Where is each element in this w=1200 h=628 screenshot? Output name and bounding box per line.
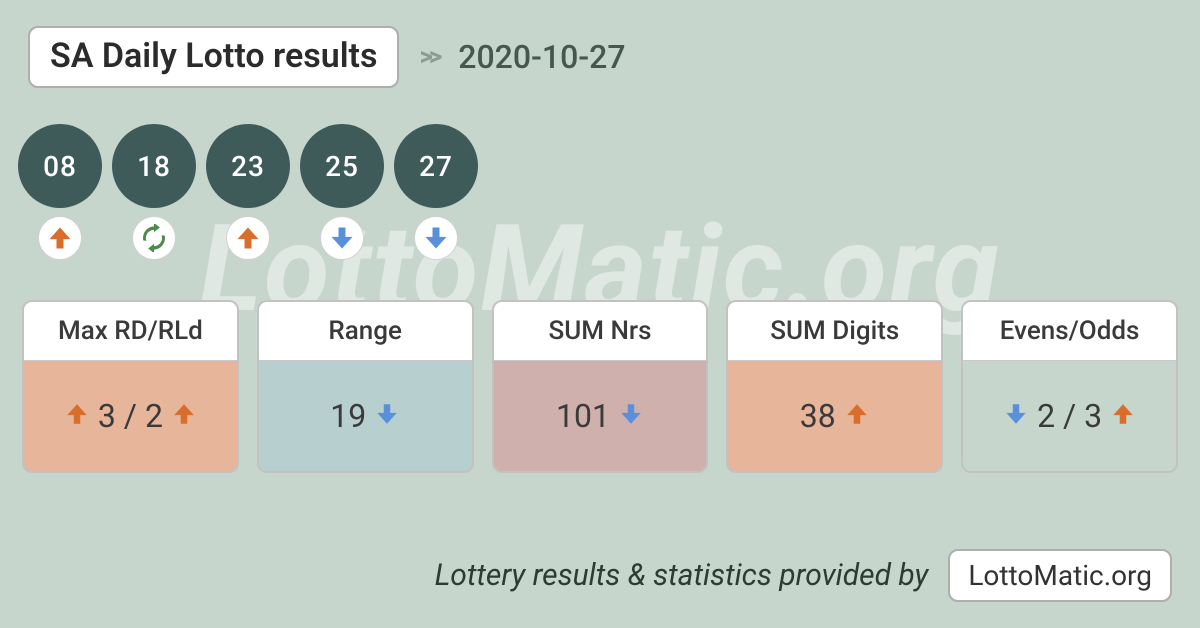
lotto-ball: 18	[112, 124, 196, 208]
lotto-ball-unit: 25	[300, 124, 384, 260]
lotto-ball: 25	[300, 124, 384, 208]
footer: Lottery results & statistics provided by…	[28, 549, 1172, 602]
stat-card-label: Range	[259, 302, 472, 361]
arrow-up-icon	[844, 397, 870, 435]
lotto-ball: 23	[206, 124, 290, 208]
stat-card-label: SUM Digits	[728, 302, 941, 361]
stat-card-label: Max RD/RLd	[24, 302, 237, 361]
header: SA Daily Lotto results >> 2020-10-27	[28, 26, 626, 88]
arrow-up-icon	[1110, 397, 1136, 435]
stat-card: Max RD/RLd 3 / 2	[22, 300, 239, 473]
lotto-ball-unit: 23	[206, 124, 290, 260]
stat-value-text: 101	[556, 397, 610, 435]
refresh-icon	[132, 216, 176, 260]
lotto-ball-unit: 27	[394, 124, 478, 260]
page-title: SA Daily Lotto results	[28, 26, 399, 88]
arrow-up-icon	[64, 397, 90, 435]
draw-date: 2020-10-27	[458, 38, 625, 76]
stat-value-text: 3 / 2	[98, 397, 163, 435]
stat-card-label: Evens/Odds	[963, 302, 1176, 361]
stat-card-label: SUM Nrs	[494, 302, 707, 361]
stat-value-text: 38	[800, 397, 836, 435]
stat-card-value: 101	[494, 361, 707, 471]
lotto-balls-row: 0818 232527	[18, 124, 478, 260]
arrow-up-icon	[171, 397, 197, 435]
arrow-up-icon	[226, 216, 270, 260]
stat-card: Range 19	[257, 300, 474, 473]
arrow-down-icon	[618, 397, 644, 435]
arrow-up-icon	[38, 216, 82, 260]
stat-card: SUM Nrs 101	[492, 300, 709, 473]
stat-card-value: 38	[728, 361, 941, 471]
stat-card-value: 19	[259, 361, 472, 471]
stat-card: Evens/Odds 2 / 3	[961, 300, 1178, 473]
lotto-ball: 27	[394, 124, 478, 208]
stat-card-value: 3 / 2	[24, 361, 237, 471]
footer-text: Lottery results & statistics provided by	[435, 558, 929, 593]
chevron-right-icon: >>	[419, 42, 438, 72]
lotto-ball-unit: 08	[18, 124, 102, 260]
lotto-ball: 08	[18, 124, 102, 208]
stat-value-text: 2 / 3	[1037, 397, 1102, 435]
arrow-down-icon	[374, 397, 400, 435]
arrow-down-icon	[414, 216, 458, 260]
footer-brand: LottoMatic.org	[948, 549, 1172, 602]
arrow-down-icon	[1003, 397, 1029, 435]
stat-card-value: 2 / 3	[963, 361, 1176, 471]
stat-card: SUM Digits 38	[726, 300, 943, 473]
stats-row: Max RD/RLd 3 / 2 Range 19 SUM Nrs 101 SUM Digi…	[22, 300, 1178, 473]
lotto-ball-unit: 18	[112, 124, 196, 260]
arrow-down-icon	[320, 216, 364, 260]
stat-value-text: 19	[330, 397, 366, 435]
